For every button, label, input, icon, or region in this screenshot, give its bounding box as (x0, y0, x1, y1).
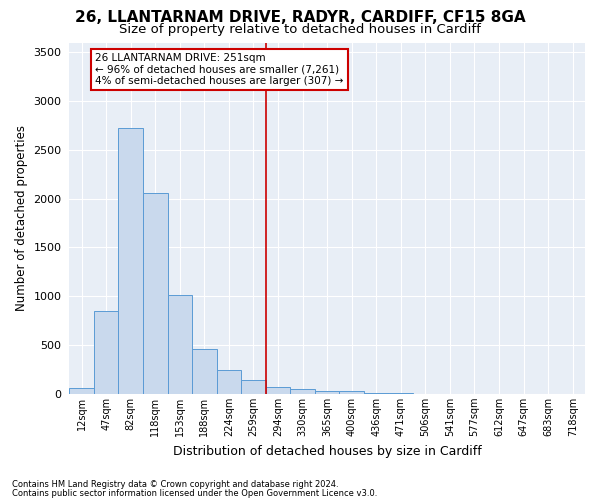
Bar (143, 193, 167, 394)
Bar (340, 392, 364, 394)
Text: Size of property relative to detached houses in Cardiff: Size of property relative to detached ho… (119, 22, 481, 36)
Text: Contains public sector information licensed under the Open Government Licence v3: Contains public sector information licen… (12, 488, 377, 498)
Bar (167, 296, 192, 394)
Bar (70, 388, 94, 394)
Bar (389, 393, 413, 394)
Bar (192, 349, 217, 394)
Bar (94, 311, 118, 394)
Bar (118, 128, 143, 394)
Bar (266, 387, 290, 394)
Bar (315, 391, 340, 394)
Text: 26 LLANTARNAM DRIVE: 251sqm
← 96% of detached houses are smaller (7,261)
4% of s: 26 LLANTARNAM DRIVE: 251sqm ← 96% of det… (95, 53, 343, 86)
Text: Contains HM Land Registry data © Crown copyright and database right 2024.: Contains HM Land Registry data © Crown c… (12, 480, 338, 489)
Bar (290, 388, 315, 394)
X-axis label: Distribution of detached houses by size in Cardiff: Distribution of detached houses by size … (173, 444, 482, 458)
Bar (217, 370, 241, 394)
Y-axis label: Number of detached properties: Number of detached properties (15, 125, 28, 311)
Text: 26, LLANTARNAM DRIVE, RADYR, CARDIFF, CF15 8GA: 26, LLANTARNAM DRIVE, RADYR, CARDIFF, CF… (74, 10, 526, 25)
Bar (241, 380, 266, 394)
